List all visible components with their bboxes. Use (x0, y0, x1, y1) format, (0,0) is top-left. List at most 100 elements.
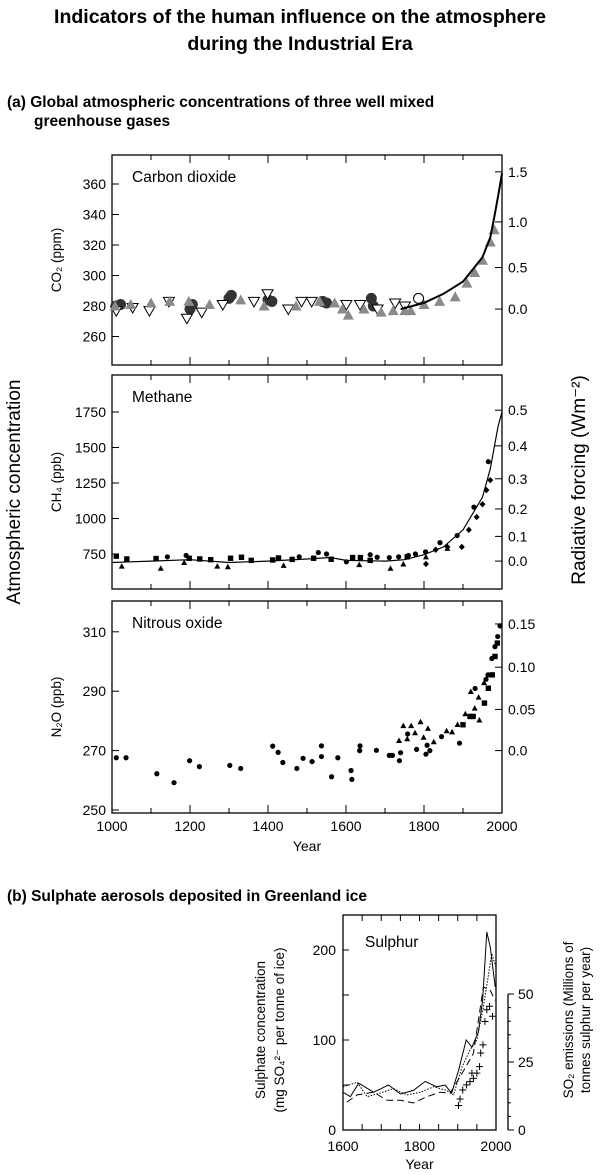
data-point-square (489, 672, 495, 678)
panel-ch4 (111, 374, 503, 590)
data-point-grey-triangle (125, 298, 137, 309)
so2-emission-cross (483, 1006, 491, 1014)
data-point-circle (389, 752, 396, 758)
x-tick-label: 1800 (408, 818, 439, 834)
data-point-open-down-triangle (295, 296, 308, 308)
data-point-circle (196, 764, 202, 770)
so2-emission-cross (456, 1095, 464, 1103)
data-point-open-circle (413, 292, 425, 304)
sulphate-line-dotted (342, 953, 497, 1098)
so2-emission-cross (476, 1063, 484, 1071)
y-tick-label: 1000 (75, 511, 106, 527)
shared-right-axis-label: Radiative forcing (Wm⁻²) (569, 375, 590, 585)
y2-tick-label: 0.5 (508, 402, 528, 418)
data-point-circle (113, 755, 119, 761)
data-point-grey-triangle (375, 306, 387, 317)
y-tick-label: 270 (83, 743, 107, 759)
data-point-triangle (280, 562, 287, 568)
y2-tick-label: 50 (518, 986, 534, 1002)
data-point-grey-triangle (358, 303, 370, 314)
data-point-triangle (400, 560, 407, 567)
data-point-square (467, 713, 473, 720)
data-point-circle (456, 740, 463, 746)
panel-a-heading-line2: greenhouse gases (34, 113, 171, 130)
data-point-circle (405, 552, 411, 559)
data-point-triangle (157, 565, 164, 571)
data-point-circle (423, 751, 429, 757)
so2-emission-cross (481, 1017, 489, 1025)
y-axis-label: CH₄ (ppb) (49, 452, 64, 512)
data-point-grey-triangle (387, 305, 399, 316)
data-point-open-down-triangle (195, 307, 209, 319)
data-point-square (113, 553, 119, 559)
data-point-circle (164, 554, 170, 560)
data-point-grey-triangle (329, 297, 341, 308)
so2-emission-cross (473, 1069, 481, 1077)
y-tick-label: 360 (83, 176, 107, 192)
y2-axis-label-line2: tonnes sulphur per year) (578, 947, 593, 1093)
y2-tick-label: 1.5 (508, 164, 528, 180)
y-tick-label: 1500 (75, 440, 106, 456)
x-tick-label: 1200 (174, 818, 205, 834)
data-point-square (349, 554, 356, 561)
y-tick-label: 200 (313, 942, 337, 958)
data-point-triangle (481, 679, 488, 686)
y2-tick-label: 0.0 (508, 301, 528, 317)
so2-emission-cross (479, 1041, 487, 1049)
y2-tick-label: 0.5 (508, 260, 528, 276)
data-point-circle (485, 459, 491, 465)
data-point-grey-triangle (477, 254, 488, 265)
y-tick-label: 260 (83, 329, 107, 345)
panel-title: Sulphur (365, 934, 418, 951)
data-point-triangle (467, 688, 474, 694)
so2-emission-cross (477, 1049, 485, 1057)
data-point-circle (485, 672, 491, 678)
data-point-triangle (400, 722, 407, 729)
data-point-circle (300, 755, 306, 761)
data-point-circle (349, 776, 355, 783)
data-point-square (460, 722, 466, 728)
data-point-circle (183, 552, 189, 559)
data-point-grey-triangle (235, 294, 247, 305)
data-point-grey-triangle (434, 295, 446, 306)
data-point-triangle (449, 728, 456, 735)
panel-title: Nitrous oxide (132, 615, 222, 632)
data-point-triangle (475, 694, 482, 700)
data-point-grey-triangle (469, 266, 481, 277)
x-tick-label: 1000 (96, 818, 127, 834)
data-point-square (275, 555, 282, 561)
x-axis-label: Year (405, 1156, 434, 1172)
data-point-circle (398, 750, 404, 756)
data-point-square (186, 555, 192, 561)
data-point-triangle (387, 565, 394, 571)
y-axis-label: Sulphate concentration (253, 961, 268, 1099)
so2-emission-cross (489, 1012, 497, 1020)
panel-b-heading: (b) Sulphate aerosols deposited in Green… (7, 888, 368, 905)
data-point-square (485, 685, 492, 691)
plot-frame-co2 (111, 154, 503, 366)
y2-axis-label: SO₂ emissions (Millions of (561, 941, 576, 1098)
data-point-circle (296, 554, 302, 560)
data-point-open-down-triangle (216, 299, 230, 311)
data-point-square (197, 556, 203, 562)
y-tick-label: 100 (313, 1032, 337, 1048)
data-point-circle (315, 549, 321, 556)
y2-tick-label: 1.0 (508, 214, 528, 230)
y-tick-label: 340 (83, 207, 107, 223)
figure-title-line2: during the Industrial Era (187, 33, 413, 55)
data-point-circle (374, 554, 380, 560)
data-point-triangle (422, 553, 429, 560)
trend-line (400, 173, 503, 311)
data-point-circle (424, 742, 430, 748)
data-point-diamond (444, 543, 451, 551)
data-point-circle (123, 755, 129, 761)
data-point-triangle (412, 729, 419, 736)
y-axis-label: CO₂ (ppm) (49, 228, 64, 293)
x-tick-label: 1600 (330, 818, 361, 834)
data-point-circle (280, 759, 286, 766)
sulphate-line-dashed (346, 986, 496, 1104)
y2-tick-label: 0 (518, 1122, 526, 1138)
so2-emission-cross (485, 1002, 493, 1010)
data-point-open-down-triangle (180, 313, 194, 325)
